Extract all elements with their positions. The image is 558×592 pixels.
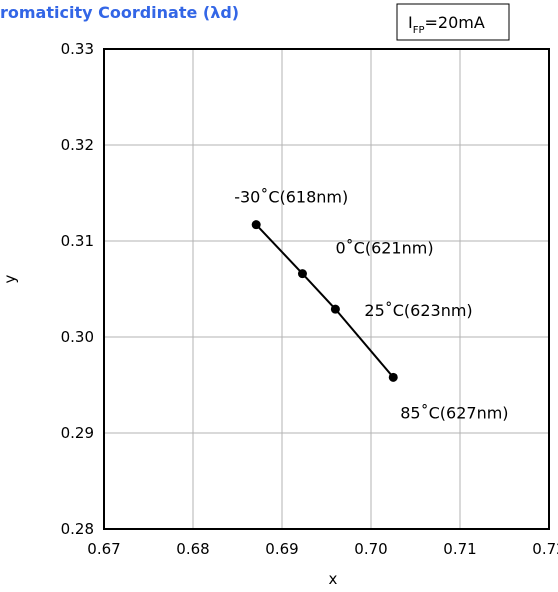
data-point: [388, 372, 398, 382]
plot-area: [103, 48, 550, 530]
data-series: [251, 220, 398, 382]
condition-box: IFP=20mA: [396, 3, 510, 41]
x-tick-label: 0.68: [176, 540, 209, 558]
condition-symbol: I: [408, 13, 413, 32]
point-annotations: -30˚C(618nm) 0˚C(621nm) 25˚C(623nm) 85˚C(62…: [234, 188, 508, 423]
x-tick-label: 0.72: [532, 540, 558, 558]
x-tick-label: 0.67: [87, 540, 120, 558]
y-tick-label: 0.33: [61, 40, 94, 58]
data-point: [330, 304, 340, 314]
y-tick-label: 0.30: [61, 328, 94, 346]
grid-lines: [104, 49, 549, 529]
point-label: 85˚C(627nm): [400, 403, 508, 422]
point-label: 25˚C(623nm): [364, 301, 472, 320]
point-label: -30˚C(618nm): [234, 188, 348, 207]
y-axis-label: y: [1, 274, 19, 283]
y-tick-label: 0.28: [61, 520, 94, 538]
condition-subscript: FP: [413, 25, 425, 36]
series-line: [255, 223, 395, 378]
y-tick-label: 0.31: [61, 232, 94, 250]
x-axis-label: x: [329, 570, 338, 588]
y-tick-label: 0.29: [61, 424, 94, 442]
svg-text:IFP=20mA: IFP=20mA: [408, 13, 485, 36]
x-tick-label: 0.71: [443, 540, 476, 558]
data-point: [297, 269, 307, 279]
chart-title: romaticity Coordinate (λd): [0, 3, 239, 22]
y-tick-label: 0.32: [61, 136, 94, 154]
point-label: 0˚C(621nm): [335, 239, 433, 258]
tick-labels: 0.67 0.68 0.69 0.70 0.71 0.72 0.33 0.32 0.31 0.30…: [61, 40, 558, 558]
condition-value: =20mA: [425, 13, 485, 32]
x-tick-label: 0.70: [354, 540, 387, 558]
data-point: [251, 220, 261, 230]
x-tick-label: 0.69: [265, 540, 298, 558]
